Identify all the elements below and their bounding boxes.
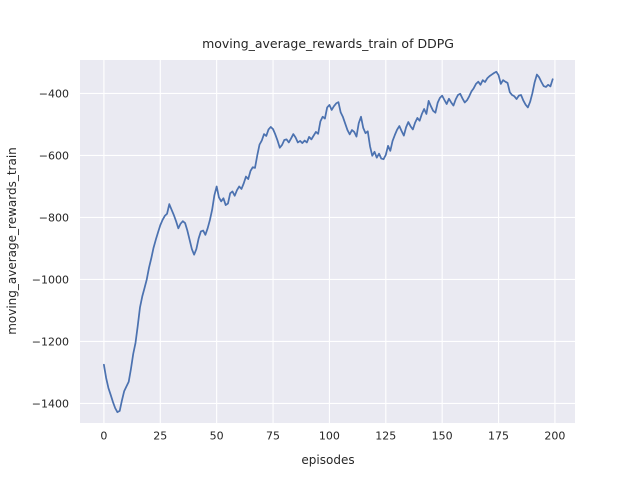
y-tick-label: −400: [39, 87, 69, 100]
x-tick-label: 125: [375, 430, 396, 443]
x-tick-label: 150: [432, 430, 453, 443]
plot-area: [80, 60, 575, 423]
y-tick-label: −600: [39, 149, 69, 162]
y-tick-label: −1200: [32, 335, 69, 348]
y-tick-label: −1400: [32, 397, 69, 410]
y-tick-label: −800: [39, 211, 69, 224]
chart-title: moving_average_rewards_train of DDPG: [202, 36, 454, 51]
x-tick-label: 200: [544, 430, 565, 443]
y-tick-label: −1000: [32, 273, 69, 286]
x-tick-label: 175: [488, 430, 509, 443]
x-axis-label: episodes: [301, 453, 355, 467]
x-tick-label: 25: [153, 430, 167, 443]
data-line: [103, 70, 554, 414]
x-tick-label: 75: [266, 430, 280, 443]
x-tick-label: 0: [100, 430, 107, 443]
x-tick-label: 100: [319, 430, 340, 443]
x-tick-label: 50: [210, 430, 224, 443]
